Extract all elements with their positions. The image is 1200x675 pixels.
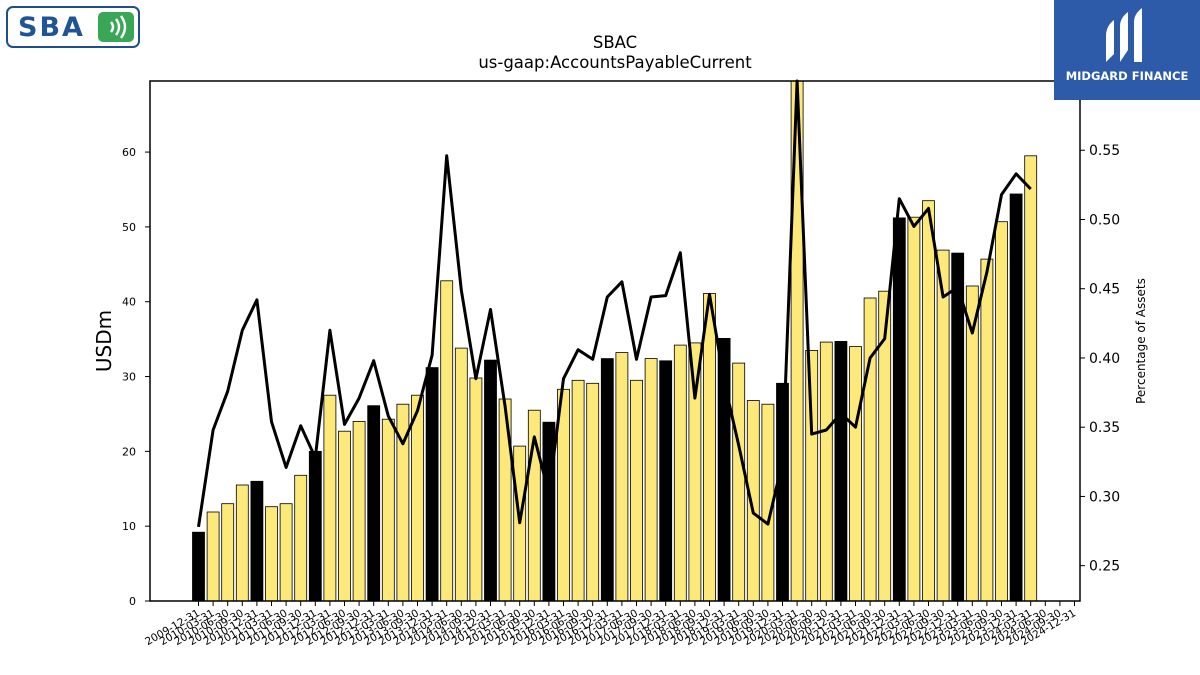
bar <box>323 394 337 602</box>
chart-subtitle: us-gaap:AccountsPayableCurrent <box>478 53 752 72</box>
y-tick-label: 40 <box>122 296 136 309</box>
chart-title: SBAC <box>593 33 637 52</box>
bar <box>922 200 935 602</box>
bar <box>630 379 643 602</box>
bar <box>484 359 497 602</box>
bar <box>673 344 687 602</box>
bar <box>863 297 877 602</box>
bar <box>279 503 293 602</box>
bar <box>411 394 424 602</box>
bar <box>192 531 205 602</box>
bar <box>703 293 716 602</box>
bar <box>571 379 585 602</box>
y2-axis-label: Percentage of Assets <box>1134 278 1148 404</box>
y2-tick-label: 0.45 <box>1089 282 1120 298</box>
bar <box>849 346 862 602</box>
y-tick-label: 0 <box>129 595 136 608</box>
bar <box>819 341 833 602</box>
bar <box>221 503 235 602</box>
bar <box>834 340 848 602</box>
y-tick-label: 30 <box>122 371 136 384</box>
bar <box>776 382 789 602</box>
y2-tick-label: 0.55 <box>1089 143 1120 159</box>
bar <box>980 258 994 602</box>
bar <box>586 382 600 602</box>
y2-tick-label: 0.50 <box>1089 212 1120 228</box>
bar <box>688 342 702 602</box>
bar <box>1009 193 1023 602</box>
bar <box>206 511 220 602</box>
y-tick-label: 60 <box>122 146 136 159</box>
sba-logo: SBA <box>6 6 140 48</box>
bar <box>1024 155 1038 602</box>
bar <box>352 420 366 602</box>
y-axis-right: 0.25 0.30 0.35 0.40 0.45 0.50 0.55 <box>1080 143 1120 575</box>
bar <box>250 480 264 602</box>
y-axis-left: 0 10 20 30 40 50 60 <box>122 146 150 608</box>
bar <box>995 221 1008 602</box>
bar <box>440 280 454 602</box>
bar <box>892 217 906 602</box>
bar <box>615 352 629 602</box>
y2-tick-label: 0.30 <box>1089 489 1120 505</box>
bar <box>659 360 673 602</box>
midgard-finance-logo: MIDGARD FINANCE <box>1054 0 1200 100</box>
y-tick-label: 10 <box>122 520 136 533</box>
y-axis-label: USDm <box>92 310 116 372</box>
bar <box>732 362 746 602</box>
bar <box>907 216 921 602</box>
y-tick-label: 20 <box>122 445 136 458</box>
bar <box>644 358 658 602</box>
y2-tick-label: 0.35 <box>1089 420 1120 436</box>
bar <box>294 474 308 602</box>
bar <box>454 347 468 602</box>
bar <box>265 506 278 602</box>
bar <box>469 377 483 602</box>
bar <box>367 405 381 602</box>
bar <box>805 349 819 602</box>
midgard-logo-text: MIDGARD FINANCE <box>1065 69 1189 83</box>
bar <box>600 358 614 602</box>
sba-logo-text: SBA <box>18 12 85 43</box>
y2-tick-label: 0.25 <box>1089 559 1120 575</box>
y-tick-label: 50 <box>122 221 136 234</box>
x-axis: 2009-12-312010-03-312010-06-302010-09-30… <box>143 601 1078 648</box>
signal-icon <box>98 12 134 42</box>
midgard-m-icon <box>1106 8 1142 62</box>
bar <box>936 249 950 602</box>
plot-frame <box>149 80 1081 602</box>
bar <box>425 367 439 602</box>
bar <box>235 484 249 602</box>
bar <box>338 430 351 602</box>
bar-series <box>192 80 1038 602</box>
bar <box>308 450 322 602</box>
bar <box>746 400 760 602</box>
percentage-line <box>197 79 1032 528</box>
y2-tick-label: 0.40 <box>1089 351 1120 367</box>
bar <box>381 418 395 602</box>
